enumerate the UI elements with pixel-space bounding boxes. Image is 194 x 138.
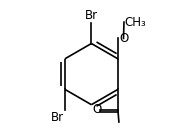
Text: CH₃: CH₃ — [125, 16, 146, 29]
Text: O: O — [119, 32, 128, 45]
Text: Br: Br — [85, 9, 98, 22]
Text: O: O — [92, 103, 102, 116]
Text: Br: Br — [51, 111, 64, 124]
